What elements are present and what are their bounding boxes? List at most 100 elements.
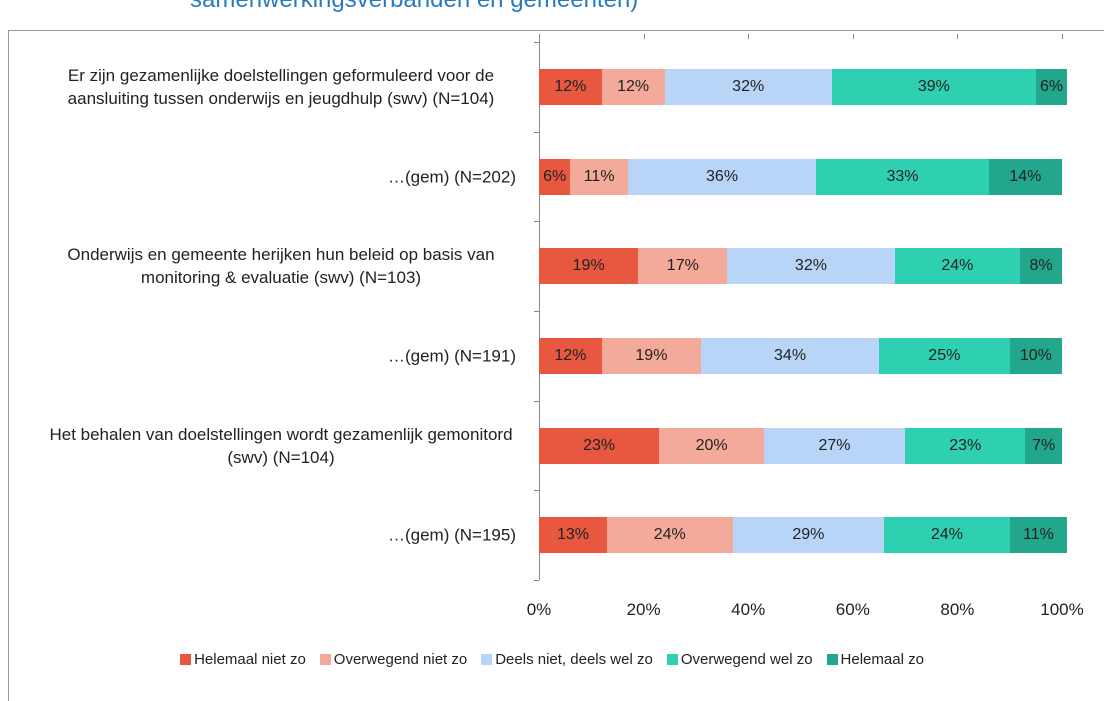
data-label: 11% [1023, 526, 1054, 544]
bar-segment: 12% [539, 68, 602, 105]
bar-segment: 19% [601, 337, 702, 374]
category-tick [534, 311, 539, 312]
data-label: 12% [617, 77, 650, 95]
bar-segment: 6% [539, 158, 571, 195]
data-label: 34% [774, 346, 807, 364]
category-label: …(gem) (N=191) [387, 346, 516, 366]
chart-title: samenwerkingsverbanden en gemeenten) [190, 0, 638, 14]
legend-item: Overwegend wel zo [666, 651, 813, 668]
bar-segment: 36% [627, 158, 817, 195]
bar-segment: 33% [816, 158, 989, 195]
legend-item: Overwegend niet zo [319, 651, 468, 668]
x-tick [748, 34, 750, 39]
data-label: 20% [695, 436, 728, 454]
category-label-box: …(gem) (N=202) [16, 165, 516, 188]
legend-label: Helemaal niet zo [194, 651, 306, 668]
data-label: 14% [1009, 167, 1042, 185]
legend-item: Helemaal niet zo [180, 651, 306, 668]
chart-frame [8, 30, 1104, 701]
category-label-box: …(gem) (N=195) [16, 524, 516, 547]
bar-segment: 32% [664, 68, 832, 105]
x-tick [643, 34, 645, 39]
category-label: Het behalen van doelstellingen wordt gez… [49, 424, 513, 467]
legend-swatch [826, 654, 838, 665]
bar-segment: 32% [727, 248, 895, 285]
bar-segment: 27% [763, 427, 906, 464]
bar-segment: 29% [732, 517, 885, 554]
legend-swatch [180, 654, 192, 665]
category-tick [534, 221, 539, 223]
bar-segment: 23% [539, 427, 660, 464]
bar-segment: 24% [606, 517, 733, 554]
data-label: 6% [543, 167, 567, 185]
data-label: 27% [818, 436, 851, 454]
legend-label: Helemaal zo [840, 651, 924, 668]
category-tick [534, 42, 539, 43]
category-label-box: Er zijn gezamenlijke doelstellingen gefo… [16, 64, 516, 110]
data-label: 19% [635, 346, 668, 364]
legend-label: Overwegend niet zo [333, 651, 468, 668]
bar-segment: 34% [701, 337, 879, 374]
bar-segment: 13% [539, 517, 607, 554]
bar-segment: 6% [1035, 68, 1068, 105]
legend: Helemaal niet zo Overwegend niet zo Deels … [0, 651, 1104, 668]
data-label: 25% [928, 346, 961, 364]
x-tick-label: 40% [731, 600, 766, 619]
bar-segment: 17% [638, 248, 728, 285]
category-label: …(gem) (N=195) [387, 525, 516, 545]
bar-segment: 23% [905, 427, 1026, 464]
data-label: 12% [554, 346, 587, 364]
category-label: Onderwijs en gemeente herijken hun belei… [67, 245, 495, 288]
category-tick [534, 400, 539, 402]
bar-segment: 8% [1020, 248, 1062, 285]
data-label: 29% [792, 526, 825, 544]
category-label-box: …(gem) (N=191) [16, 344, 516, 367]
legend-swatch [666, 654, 678, 665]
x-tick-label: 0% [526, 600, 552, 619]
bar-segment: 10% [1009, 337, 1062, 374]
data-label: 24% [653, 526, 686, 544]
bar-segment: 20% [659, 427, 764, 464]
legend-swatch [481, 654, 493, 665]
category-tick [534, 490, 539, 492]
bar-segment: 11% [1009, 517, 1068, 554]
y-axis-line [539, 38, 540, 580]
bar-segment: 24% [894, 248, 1021, 285]
data-label: 6% [1039, 77, 1064, 95]
bar-segment: 14% [988, 158, 1062, 195]
data-label: 24% [930, 526, 963, 544]
data-label: 7% [1032, 436, 1056, 454]
category-label-box: Het behalen van doelstellingen wordt gez… [16, 423, 516, 469]
bar-segment: 12% [539, 337, 602, 374]
x-tick-label: 100% [1040, 600, 1084, 619]
category-label: …(gem) (N=202) [387, 167, 516, 186]
category-label-box: Onderwijs en gemeente herijken hun belei… [16, 243, 516, 289]
x-tick-label: 80% [940, 600, 975, 619]
bar-segment: 19% [539, 248, 639, 285]
bar-segment: 7% [1025, 427, 1062, 464]
category-tick [534, 131, 539, 133]
bar-segment: 11% [570, 158, 628, 195]
category-label: Er zijn gezamenlijke doelstellingen gefo… [67, 65, 495, 108]
data-label: 39% [917, 77, 950, 95]
legend-item: Deels niet, deels wel zo [481, 651, 653, 668]
data-label: 12% [554, 77, 587, 95]
x-tick [539, 34, 540, 39]
x-tick-label: 20% [626, 600, 661, 619]
data-label: 24% [941, 257, 974, 275]
data-label: 32% [794, 257, 827, 275]
legend-swatch [319, 654, 331, 665]
x-tick-label: 60% [835, 600, 870, 619]
x-tick [1062, 34, 1063, 39]
x-tick [852, 34, 854, 39]
data-label: 11% [583, 167, 615, 185]
data-label: 19% [572, 257, 605, 275]
data-label: 10% [1019, 346, 1052, 364]
data-label: 23% [949, 436, 982, 454]
data-label: 32% [732, 77, 765, 95]
data-label: 23% [583, 436, 616, 454]
bar-segment: 24% [884, 517, 1010, 554]
data-label: 36% [706, 167, 739, 185]
data-label: 17% [666, 257, 699, 275]
